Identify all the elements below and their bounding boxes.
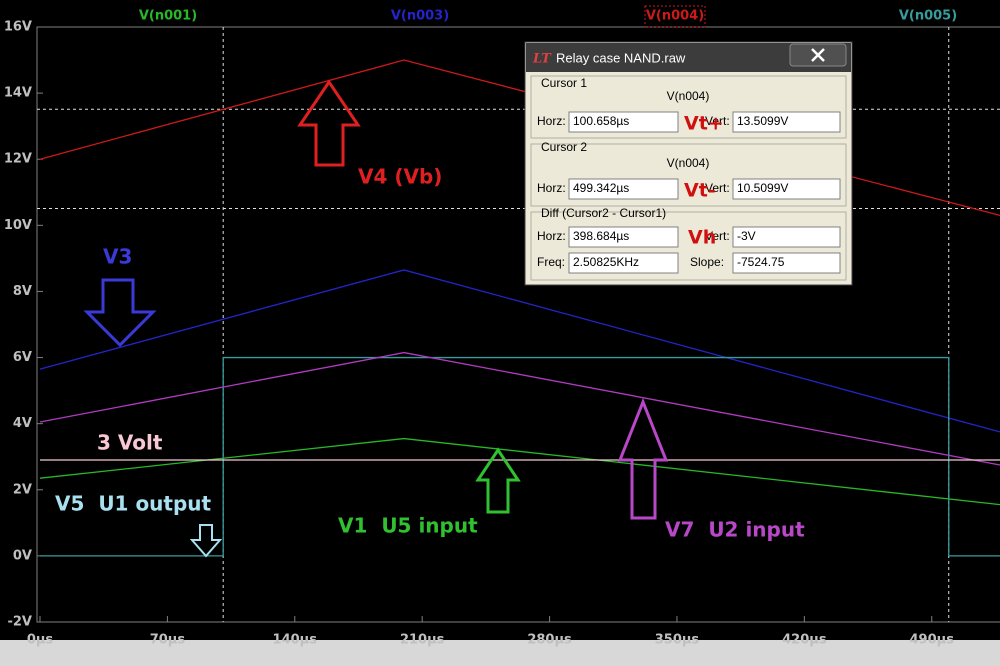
trace-name: V(n004): [667, 156, 710, 170]
x-tick-label: 210µs: [400, 633, 445, 648]
x-tick-label: 0µs: [27, 633, 54, 648]
x-tick-label: 420µs: [782, 633, 827, 648]
field-value: 13.5099V: [737, 114, 788, 128]
overlay-label: Vt-: [684, 180, 716, 202]
x-tick-label: 70µs: [150, 633, 186, 648]
field-box: [732, 178, 841, 200]
group-label: Cursor 2: [541, 140, 587, 154]
field-label: Horz:: [537, 181, 566, 195]
field-label: Vert:: [705, 114, 730, 128]
overlay-label: Vh: [688, 227, 716, 249]
annotation: V7 U2 input: [665, 518, 805, 542]
y-tick-label: 16V: [4, 20, 32, 35]
field-box: [732, 252, 841, 274]
trace-name: V(n004): [667, 89, 710, 103]
app-icon: LT: [532, 52, 552, 67]
selected-trace-box: [644, 5, 706, 28]
field-box: [568, 226, 679, 248]
arrow: [475, 447, 521, 514]
legend-entry: V(n005): [899, 9, 957, 24]
arrow: [83, 278, 157, 348]
annotation: V4 (Vb): [358, 165, 442, 189]
field-value: 10.5099V: [737, 181, 788, 195]
legend-entry: V(n004): [646, 9, 704, 24]
field-value: -3V: [737, 229, 756, 243]
annotation: V1 U5 input: [338, 514, 478, 538]
annotation: V5 U1 output: [55, 492, 212, 516]
x-tick-label: 280µs: [527, 633, 572, 648]
group-label: Diff (Cursor2 - Cursor1): [541, 206, 666, 220]
trace: [39, 351, 1000, 466]
y-tick-label: 14V: [4, 86, 32, 101]
y-tick-label: 0V: [13, 548, 32, 563]
dialog-title: Relay case NAND.raw: [556, 50, 686, 65]
field-label: Vert:: [705, 229, 730, 243]
x-tick-label: 140µs: [273, 633, 318, 648]
y-tick-label: 8V: [13, 284, 32, 299]
trace: [39, 269, 1000, 433]
annotation: V3: [103, 245, 132, 269]
field-value: 398.684µs: [573, 229, 629, 243]
x-tick-label: 490µs: [910, 633, 955, 648]
x-tick-label: 350µs: [655, 633, 700, 648]
y-tick-label: 10V: [4, 218, 32, 233]
y-tick-label: 4V: [13, 416, 32, 431]
trace: [40, 356, 1000, 557]
field-label: Horz:: [537, 114, 566, 128]
group-label: Cursor 1: [541, 76, 587, 90]
plot-frame: [36, 26, 1000, 623]
arrow: [617, 397, 669, 520]
group-box: [530, 211, 847, 281]
cursor-dialog: LT Relay case NAND.raw Cursor 1 V(n004) …: [524, 41, 853, 286]
field-label: Slope:: [690, 255, 724, 269]
group-box: [530, 143, 847, 207]
field-box: [568, 178, 679, 200]
field-box: [732, 111, 841, 133]
overlay-label: Vt+: [684, 113, 724, 135]
y-tick-label: 2V: [13, 482, 32, 497]
close-icon: [811, 48, 825, 62]
arrow: [297, 79, 361, 167]
field-box: [568, 252, 679, 274]
trace: [39, 437, 1000, 506]
field-box: [568, 111, 679, 133]
field-label: Horz:: [537, 229, 566, 243]
field-label: Freq:: [537, 255, 565, 269]
y-tick-label: 6V: [13, 350, 32, 365]
y-tick-label: -2V: [7, 615, 32, 630]
legend-entry: V(n003): [391, 9, 449, 24]
field-value: 100.658µs: [573, 114, 629, 128]
arrow: [189, 524, 223, 558]
annotation: 3 Volt: [97, 431, 163, 455]
field-box: [732, 226, 841, 248]
group-box: [530, 75, 847, 139]
plot: -2V 0V 2V 4V 6V 8V 10V 12V 14V 16V 0µs 70µs 140µs 210…: [4, 9, 1000, 648]
legend-entry: V(n001): [139, 9, 197, 24]
field-label: Vert:: [705, 181, 730, 195]
field-value: 2.50825KHz: [573, 255, 639, 269]
field-value: -7524.75: [737, 255, 785, 269]
status-bar: [0, 640, 1000, 666]
y-tick-label: 12V: [4, 152, 32, 167]
field-value: 499.342µs: [573, 181, 629, 195]
